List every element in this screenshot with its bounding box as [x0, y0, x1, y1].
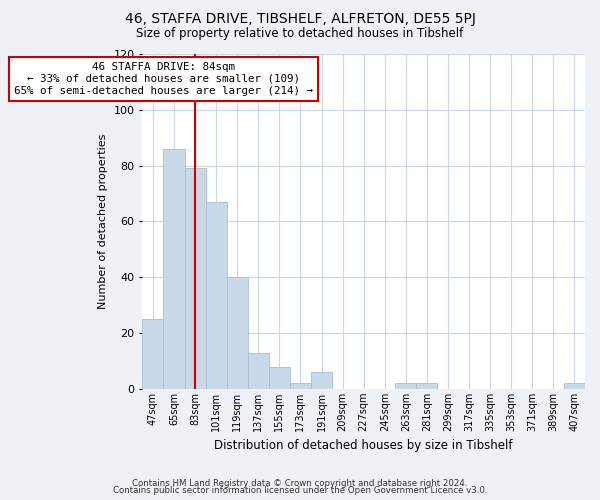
Text: Size of property relative to detached houses in Tibshelf: Size of property relative to detached ho…: [136, 28, 464, 40]
Bar: [227, 278, 248, 389]
Bar: [269, 366, 290, 389]
Bar: [206, 202, 227, 389]
Bar: [163, 149, 185, 389]
Bar: [248, 352, 269, 389]
Bar: [290, 384, 311, 389]
Bar: [142, 319, 163, 389]
Bar: [185, 168, 206, 389]
Bar: [416, 384, 437, 389]
Bar: [311, 372, 332, 389]
Text: 46, STAFFA DRIVE, TIBSHELF, ALFRETON, DE55 5PJ: 46, STAFFA DRIVE, TIBSHELF, ALFRETON, DE…: [125, 12, 475, 26]
Bar: [564, 384, 585, 389]
Y-axis label: Number of detached properties: Number of detached properties: [98, 134, 108, 309]
Text: 46 STAFFA DRIVE: 84sqm
← 33% of detached houses are smaller (109)
65% of semi-de: 46 STAFFA DRIVE: 84sqm ← 33% of detached…: [14, 62, 313, 96]
X-axis label: Distribution of detached houses by size in Tibshelf: Distribution of detached houses by size …: [214, 440, 513, 452]
Text: Contains public sector information licensed under the Open Government Licence v3: Contains public sector information licen…: [113, 486, 487, 495]
Text: Contains HM Land Registry data © Crown copyright and database right 2024.: Contains HM Land Registry data © Crown c…: [132, 478, 468, 488]
Bar: [395, 384, 416, 389]
